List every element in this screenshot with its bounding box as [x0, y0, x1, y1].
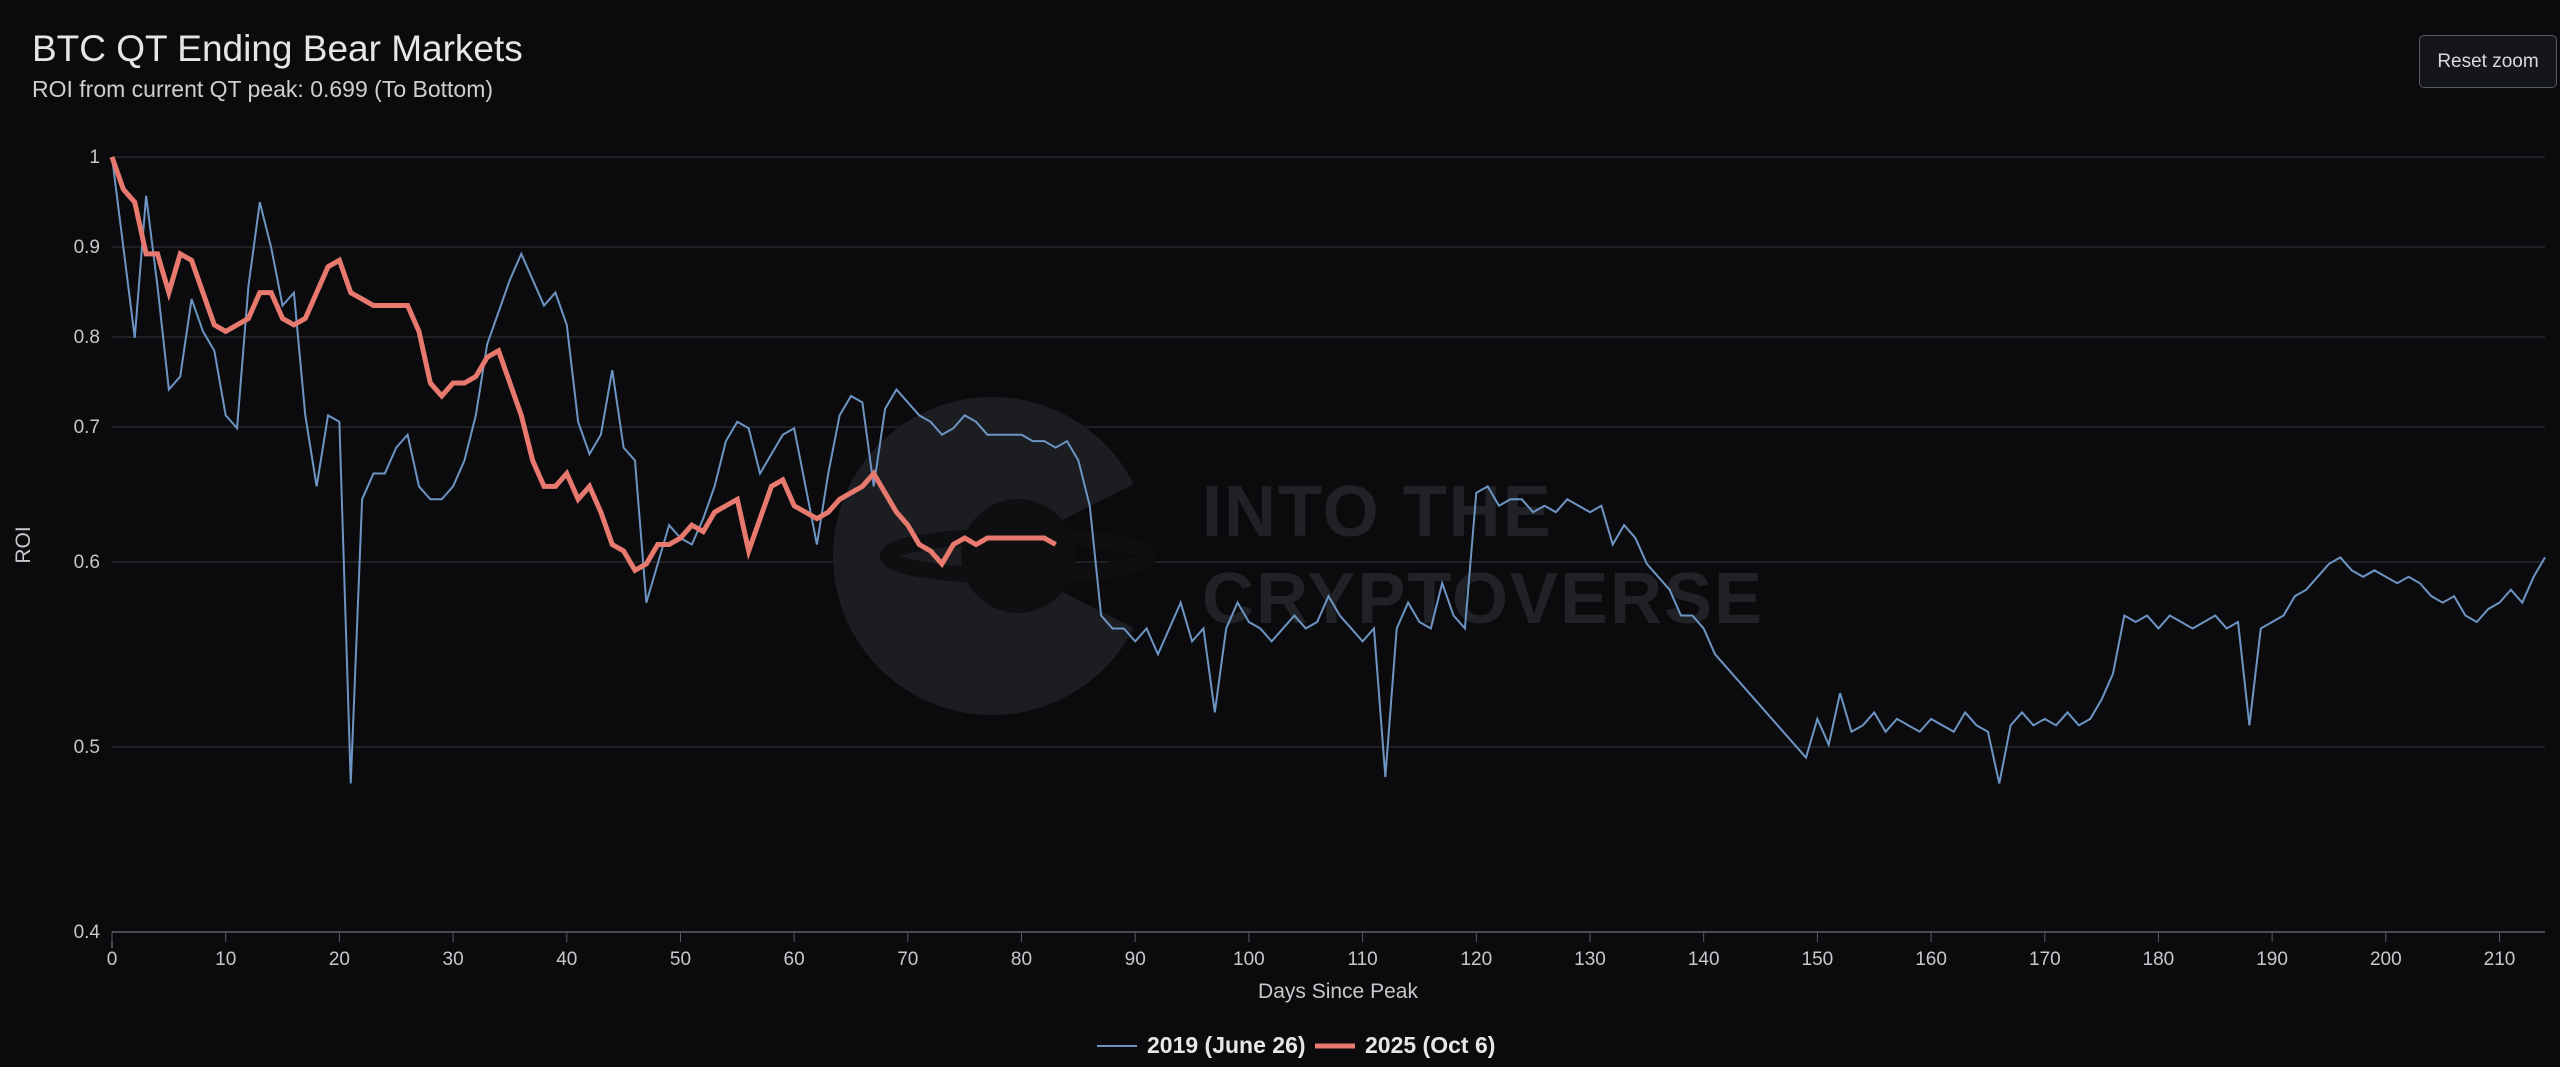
svg-text:60: 60 [784, 949, 805, 970]
svg-text:0.9: 0.9 [74, 237, 100, 258]
svg-text:20: 20 [329, 949, 350, 970]
svg-text:INTO THE: INTO THE [1202, 472, 1553, 552]
svg-text:30: 30 [443, 949, 464, 970]
svg-text:90: 90 [1125, 949, 1146, 970]
svg-text:50: 50 [670, 949, 691, 970]
svg-text:CRYPTOVERSE: CRYPTOVERSE [1202, 559, 1764, 639]
svg-text:0.5: 0.5 [74, 737, 100, 758]
svg-text:0: 0 [107, 949, 118, 970]
svg-text:190: 190 [2256, 949, 2288, 970]
svg-text:1: 1 [89, 147, 100, 168]
svg-text:0.7: 0.7 [74, 417, 100, 438]
svg-text:100: 100 [1233, 949, 1265, 970]
svg-text:40: 40 [556, 949, 577, 970]
svg-text:ROI: ROI [12, 526, 35, 563]
svg-text:110: 110 [1347, 949, 1377, 970]
svg-text:2019 (June 26): 2019 (June 26) [1147, 1032, 1306, 1058]
svg-text:170: 170 [2029, 949, 2061, 970]
svg-text:Days Since Peak: Days Since Peak [1258, 980, 1418, 1003]
svg-text:140: 140 [1688, 949, 1720, 970]
svg-text:150: 150 [1802, 949, 1834, 970]
svg-text:0.8: 0.8 [74, 327, 100, 348]
svg-text:2025 (Oct 6): 2025 (Oct 6) [1365, 1032, 1495, 1058]
svg-text:200: 200 [2370, 949, 2402, 970]
svg-text:180: 180 [2143, 949, 2175, 970]
svg-text:10: 10 [215, 949, 236, 970]
svg-text:130: 130 [1574, 949, 1606, 970]
svg-text:80: 80 [1011, 949, 1032, 970]
svg-text:160: 160 [1915, 949, 1947, 970]
svg-text:0.6: 0.6 [74, 552, 100, 573]
svg-text:120: 120 [1460, 949, 1492, 970]
svg-text:70: 70 [897, 949, 918, 970]
svg-text:0.4: 0.4 [74, 922, 101, 943]
svg-text:210: 210 [2484, 949, 2516, 970]
